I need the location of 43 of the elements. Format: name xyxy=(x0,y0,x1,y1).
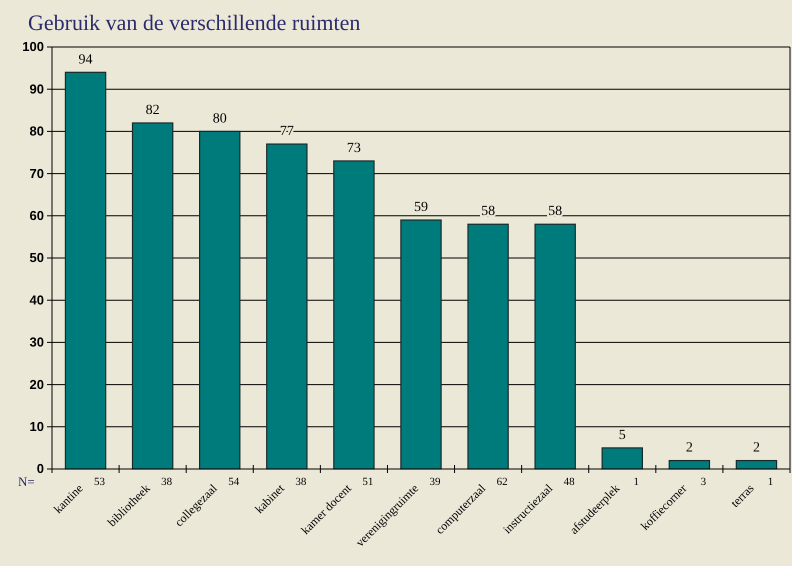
text: 1 xyxy=(634,476,640,488)
data-label: 58 xyxy=(481,204,496,220)
bar xyxy=(132,122,174,470)
data-label: 82 xyxy=(146,102,160,118)
data-label: 80 xyxy=(212,111,227,126)
y-tick-label: 30 xyxy=(30,334,44,350)
bar xyxy=(199,130,240,470)
y-tick-label: 10 xyxy=(30,418,44,434)
text: 38 xyxy=(161,476,173,488)
text: 39 xyxy=(430,476,441,488)
text: 51 xyxy=(362,476,374,488)
y-tick-label: 20 xyxy=(30,376,44,392)
bar xyxy=(266,143,308,470)
y-tick-label: 0 xyxy=(36,461,44,476)
text: 3 xyxy=(700,476,707,488)
bar xyxy=(64,72,106,470)
bar xyxy=(467,224,509,470)
data-label: 5 xyxy=(618,428,626,443)
y-tick-label: 100 xyxy=(22,39,44,54)
data-label: 59 xyxy=(414,200,428,216)
bar xyxy=(534,224,576,470)
bar xyxy=(400,219,442,470)
text: N= xyxy=(18,474,35,489)
text: 54 xyxy=(228,476,240,488)
y-tick-label: 60 xyxy=(30,208,44,223)
text: 38 xyxy=(295,476,307,488)
y-tick-label: 40 xyxy=(30,292,44,308)
text: 62 xyxy=(496,476,508,488)
text: 53 xyxy=(94,476,106,488)
data-label: 2 xyxy=(752,440,760,456)
y-tick-label: 50 xyxy=(30,250,44,266)
chart-title: Gebruik van de verschillende ruimten xyxy=(28,10,360,35)
data-label: 2 xyxy=(686,440,693,456)
bar xyxy=(602,447,643,470)
data-label: 94 xyxy=(78,52,93,68)
data-label: 73 xyxy=(346,140,361,156)
y-tick-label: 90 xyxy=(30,81,44,96)
y-tick-label: 70 xyxy=(30,166,44,181)
data-label: 58 xyxy=(548,204,562,220)
bar xyxy=(333,160,375,470)
y-tick-label: 80 xyxy=(30,124,44,139)
text: 1 xyxy=(768,476,774,488)
text: 48 xyxy=(564,476,576,488)
